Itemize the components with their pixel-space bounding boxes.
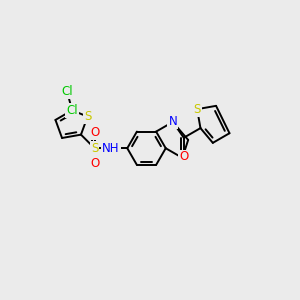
Text: Cl: Cl	[66, 104, 78, 117]
Text: N: N	[168, 116, 177, 128]
Text: O: O	[179, 151, 188, 164]
Text: NH: NH	[102, 142, 120, 155]
Text: S: S	[84, 110, 91, 123]
Text: S: S	[194, 103, 201, 116]
Text: Cl: Cl	[61, 85, 73, 98]
Text: O: O	[90, 126, 99, 140]
Text: O: O	[90, 157, 99, 170]
Text: S: S	[84, 110, 91, 123]
Text: S: S	[91, 142, 98, 155]
